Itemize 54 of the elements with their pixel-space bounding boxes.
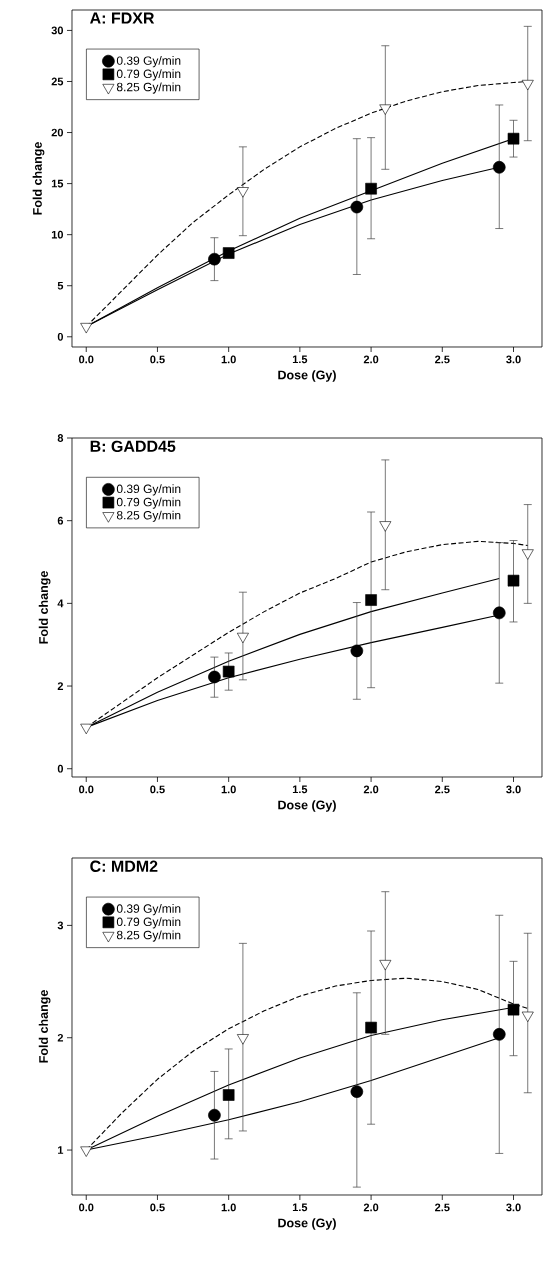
x-tick-label: 3.0 <box>506 355 521 364</box>
legend-label: 8.25 Gy/min <box>116 510 181 522</box>
y-tick-label: 30 <box>51 26 64 35</box>
y-tick-label: 2 <box>57 1033 64 1042</box>
x-tick-label: 3.0 <box>506 1203 521 1212</box>
y-tick-label: 3 <box>57 921 64 930</box>
x-tick-label: 3.0 <box>506 785 521 794</box>
legend-label: 0.39 Gy/min <box>116 56 181 68</box>
legend-label: 0.39 Gy/min <box>116 484 181 496</box>
x-tick-label: 2.5 <box>435 355 450 364</box>
x-tick-label: 2.0 <box>363 1203 379 1212</box>
legend-label: 0.39 Gy/min <box>116 904 181 916</box>
y-tick-label: 5 <box>57 281 64 290</box>
x-axis-title: Dose (Gy) <box>278 1218 336 1230</box>
x-tick-label: 0.5 <box>150 355 165 364</box>
x-tick-label: 2.5 <box>435 1203 450 1212</box>
y-tick-label: 2 <box>57 682 64 690</box>
x-tick-label: 1.0 <box>221 355 236 364</box>
y-tick-label: 25 <box>51 77 64 86</box>
x-tick-label: 0.5 <box>150 1203 165 1212</box>
x-axis-title: Dose (Gy) <box>278 370 336 382</box>
x-tick-label: 0.0 <box>79 785 94 794</box>
x-tick-label: 1.5 <box>292 785 308 794</box>
y-tick-label: 20 <box>51 128 64 137</box>
x-tick-label: 2.0 <box>363 355 379 364</box>
x-tick-label: 2.5 <box>435 785 450 794</box>
legend-label: 0.79 Gy/min <box>116 69 181 81</box>
y-tick-label: 15 <box>51 179 64 188</box>
x-tick-label: 1.0 <box>221 1203 236 1212</box>
legend-label: 8.25 Gy/min <box>116 82 181 94</box>
y-axis-title: Fold change <box>38 571 51 644</box>
legend-label: 8.25 Gy/min <box>116 930 181 942</box>
x-tick-label: 1.5 <box>292 1203 308 1212</box>
y-tick-label: 6 <box>57 516 64 525</box>
x-tick-label: 2.0 <box>363 785 379 794</box>
legend-label: 0.79 Gy/min <box>116 497 181 509</box>
chart-title: C: MDM2 <box>90 860 158 872</box>
chart-title: A: FDXR <box>90 12 155 24</box>
y-axis-title: Fold change <box>32 142 45 215</box>
x-tick-label: 1.0 <box>221 785 236 794</box>
y-tick-label: 10 <box>51 230 64 239</box>
legend-label: 0.79 Gy/min <box>116 917 181 929</box>
x-tick-label: 0.0 <box>79 1203 94 1212</box>
x-tick-label: 0.5 <box>150 785 165 794</box>
x-axis-title: Dose (Gy) <box>278 800 336 812</box>
y-tick-label: 0 <box>57 332 64 341</box>
y-tick-label: 8 <box>57 434 64 442</box>
y-axis-title: Fold change <box>38 990 51 1063</box>
y-tick-label: 1 <box>58 1146 64 1154</box>
y-tick-label: 0 <box>57 764 64 773</box>
x-tick-label: 0.0 <box>79 355 94 364</box>
x-tick-label: 1.5 <box>292 355 308 364</box>
chart-title: B: GADD45 <box>90 440 176 452</box>
y-tick-label: 4 <box>57 599 64 608</box>
